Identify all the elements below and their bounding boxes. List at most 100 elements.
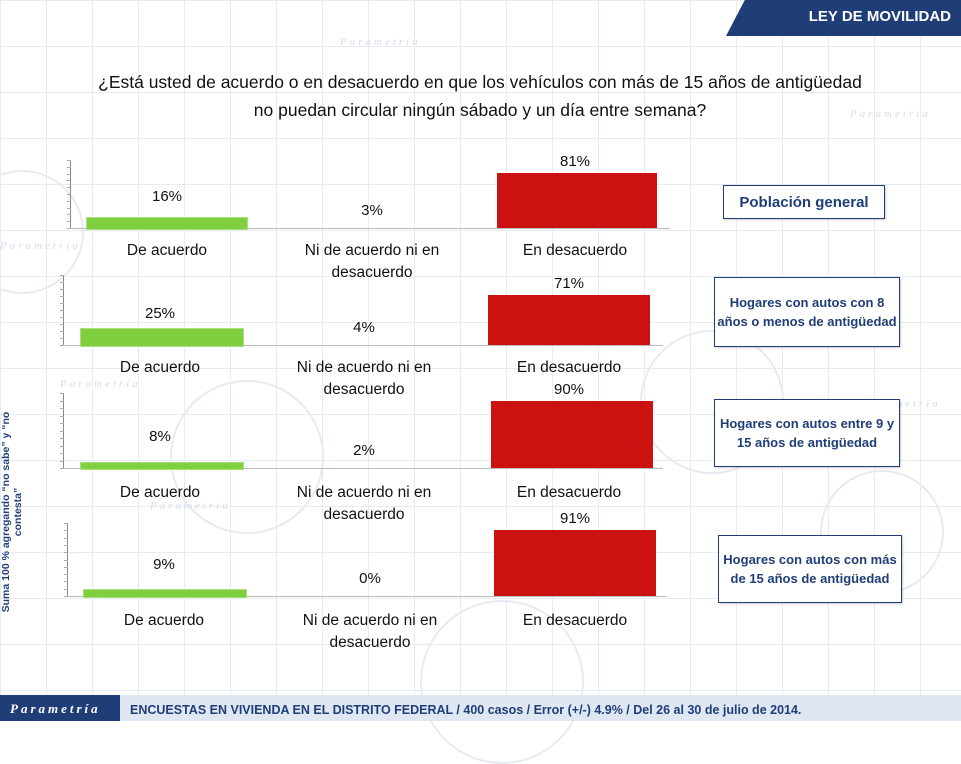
axis-tick [60, 289, 64, 290]
segment-label-box: Hogares con autos con más de 15 años de … [718, 535, 902, 603]
bar-value-label: 25% [144, 305, 176, 322]
survey-question: ¿Está usted de acuerdo o en desacuerdo e… [40, 68, 920, 124]
axis-tick [60, 282, 64, 283]
watermark: Parametría [150, 500, 231, 512]
bar-value-label: 8% [149, 428, 171, 445]
axis-tick [64, 574, 68, 576]
chart-axis [60, 275, 66, 346]
axis-tick [60, 324, 64, 325]
chart-bar [83, 589, 247, 598]
axis-tick [67, 187, 71, 189]
axis-tick [60, 275, 64, 276]
category-label: De acuerdo [126, 242, 208, 259]
axis-tick [64, 552, 68, 554]
segment-label-box: Hogares con autos entre 9 y 15 años de a… [714, 399, 900, 467]
question-line-1: ¿Está usted de acuerdo o en desacuerdo e… [98, 72, 862, 92]
watermark: Parametría [340, 36, 421, 48]
axis-tick [64, 581, 68, 583]
axis-tick [64, 588, 68, 590]
segment-label-box: Población general [723, 185, 885, 219]
axis-tick [64, 523, 68, 524]
category-label: En desacuerdo [516, 484, 622, 501]
axis-tick [60, 303, 64, 304]
watermark: Parametría [60, 378, 141, 390]
axis-tick [60, 408, 64, 409]
axis-tick [60, 468, 64, 469]
axis-tick [60, 310, 64, 311]
chart-baseline [63, 468, 663, 469]
category-label: Ni de acuerdo ni en desacuerdo [304, 242, 440, 281]
side-note: Suma 100 % agregando “no sabe” y “no con… [0, 411, 24, 613]
axis-tick [60, 331, 64, 332]
axis-tick [60, 423, 64, 424]
segment-label-box: Hogares con autos con 8 años o menos de … [714, 277, 900, 347]
chart-axis [67, 160, 73, 229]
bar-value-label: 91% [559, 509, 591, 527]
bar-value-label: 0% [359, 570, 381, 587]
header-bar [726, 0, 961, 36]
axis-tick [60, 460, 64, 462]
category-label: De acuerdo [123, 612, 205, 629]
watermark: Parametría [850, 108, 931, 120]
axis-tick [60, 317, 64, 318]
category-label: Ni de acuerdo ni en desacuerdo [296, 484, 432, 523]
chart-bar [488, 295, 650, 345]
axis-tick [64, 566, 68, 568]
axis-tick [60, 438, 64, 439]
footer-text: ENCUESTAS EN VIVIENDA EN EL DISTRITO FED… [130, 703, 802, 717]
bar-value-label: 9% [153, 556, 175, 573]
axis-tick [67, 200, 71, 202]
chart-bar [491, 400, 653, 468]
chart-bar [494, 529, 656, 596]
category-label: De acuerdo [119, 359, 201, 376]
axis-tick [67, 194, 71, 195]
category-label: En desacuerdo [522, 242, 628, 259]
axis-tick [67, 160, 71, 161]
chart-axis [64, 523, 70, 597]
axis-tick [60, 345, 64, 346]
bar-value-label: 71% [553, 275, 585, 293]
axis-tick [60, 445, 64, 447]
axis-tick [67, 173, 71, 175]
axis-tick [60, 296, 64, 297]
category-label: En desacuerdo [516, 359, 622, 376]
question-line-2: no puedan circular ningún sábado y un dí… [253, 100, 707, 120]
axis-tick [64, 559, 68, 561]
axis-tick [60, 415, 64, 417]
background-circle [170, 380, 324, 534]
chart-baseline [63, 345, 663, 346]
category-label: Ni de acuerdo ni en desacuerdo [296, 359, 432, 398]
bar-value-label: 3% [361, 202, 383, 219]
footer-brand: Parametría [10, 701, 101, 716]
bar-value-label: 90% [553, 380, 585, 398]
chart-baseline [70, 228, 670, 229]
bar-value-label: 2% [353, 442, 375, 459]
bar-value-label: 16% [151, 188, 183, 205]
axis-tick [64, 537, 68, 539]
chart-axis [60, 393, 66, 469]
page-title: LEY DE MOVILIDAD [808, 8, 951, 25]
footer-bar [0, 695, 961, 721]
axis-tick [67, 228, 71, 229]
category-label: En desacuerdo [522, 612, 628, 629]
axis-tick [64, 530, 68, 532]
axis-tick [64, 596, 68, 597]
bar-value-label: 81% [559, 152, 591, 170]
chart-bar [86, 217, 248, 230]
axis-tick [67, 207, 71, 209]
axis-tick [60, 430, 64, 432]
axis-tick [67, 166, 71, 168]
axis-tick [60, 338, 64, 339]
axis-tick [60, 400, 64, 402]
axis-tick [60, 393, 64, 394]
category-label: Ni de acuerdo ni en desacuerdo [302, 612, 438, 651]
axis-tick [64, 544, 68, 546]
chart-bar [497, 172, 657, 228]
bar-value-label: 4% [353, 319, 375, 336]
axis-tick [67, 180, 71, 182]
category-label: De acuerdo [119, 484, 201, 501]
axis-tick [60, 453, 64, 454]
watermark: Parametría [0, 240, 81, 252]
axis-tick [67, 221, 71, 223]
chart-baseline [67, 596, 667, 597]
